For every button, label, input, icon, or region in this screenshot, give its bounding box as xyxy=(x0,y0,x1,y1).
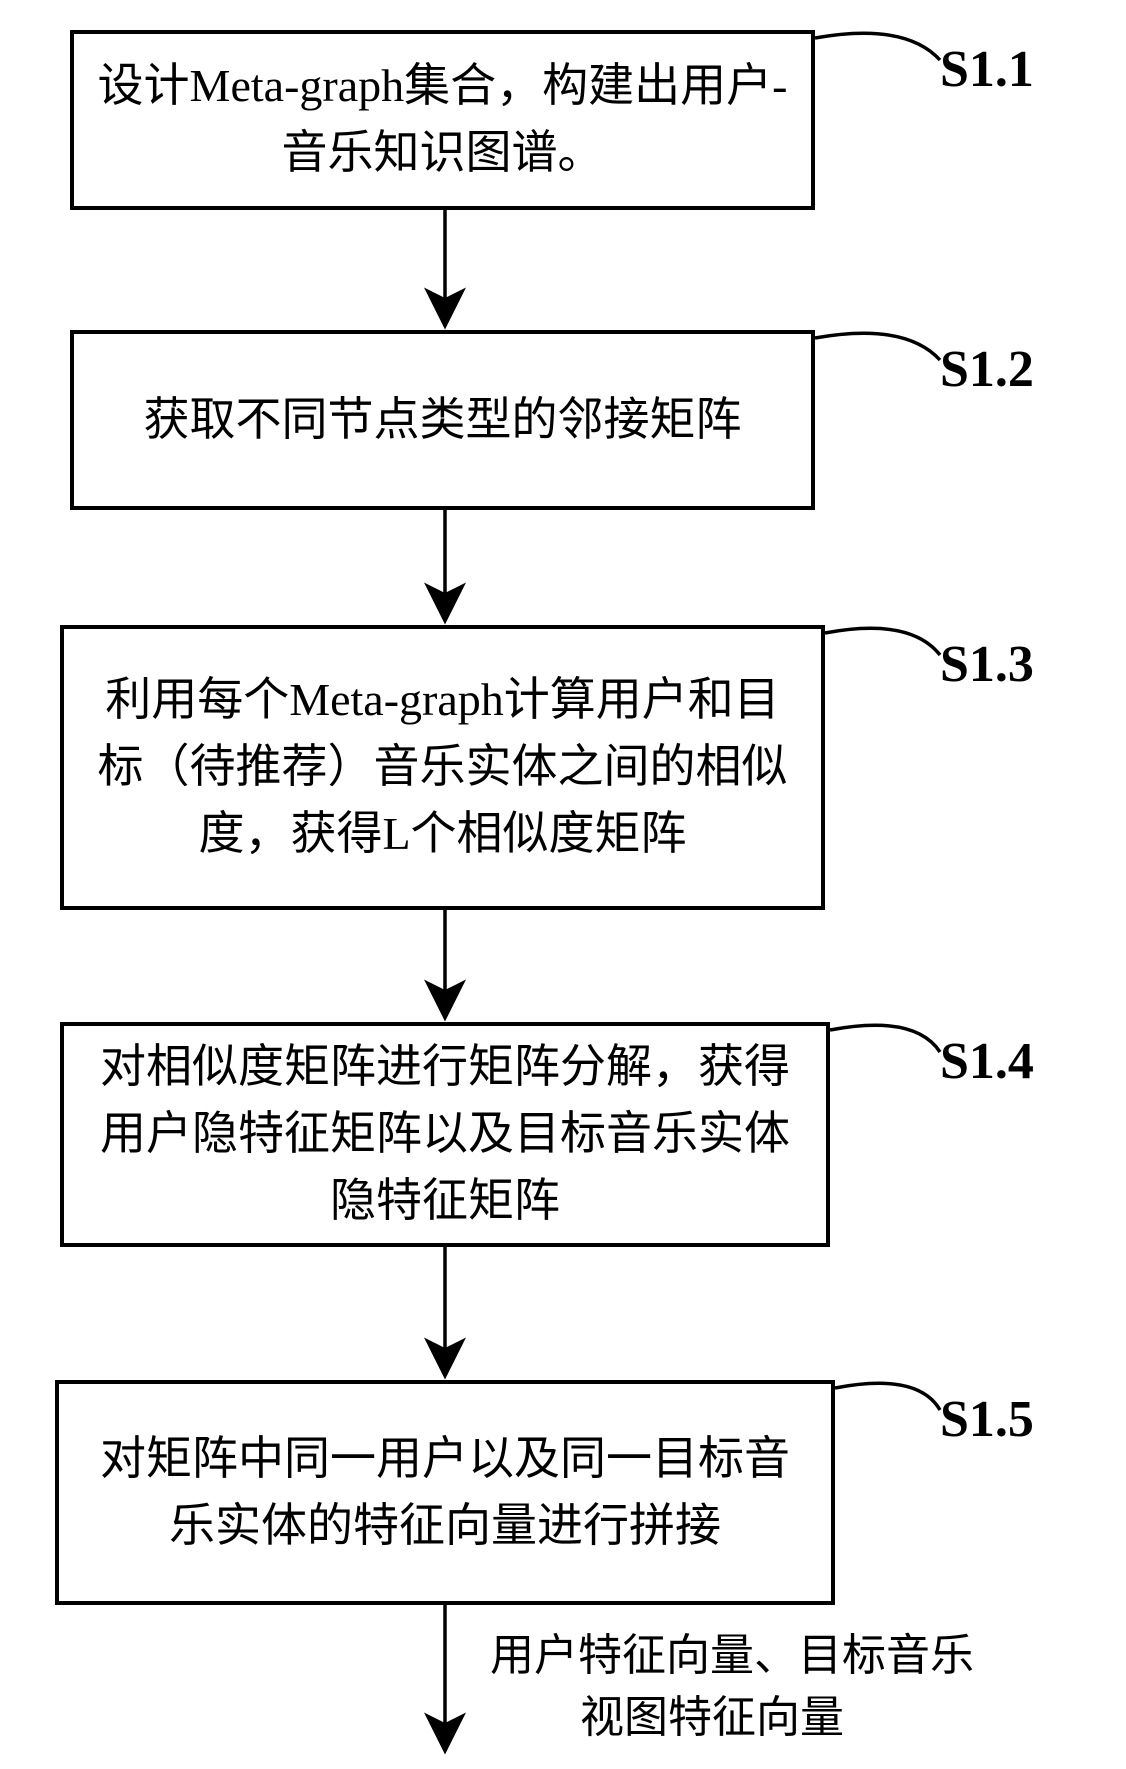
output-line2: 视图特征向量 xyxy=(490,1693,844,1742)
arrow xyxy=(0,0,1126,1769)
output-line1: 用户特征向量、目标音乐 xyxy=(490,1631,974,1680)
output-label: 用户特征向量、目标音乐 视图特征向量 xyxy=(490,1625,974,1748)
